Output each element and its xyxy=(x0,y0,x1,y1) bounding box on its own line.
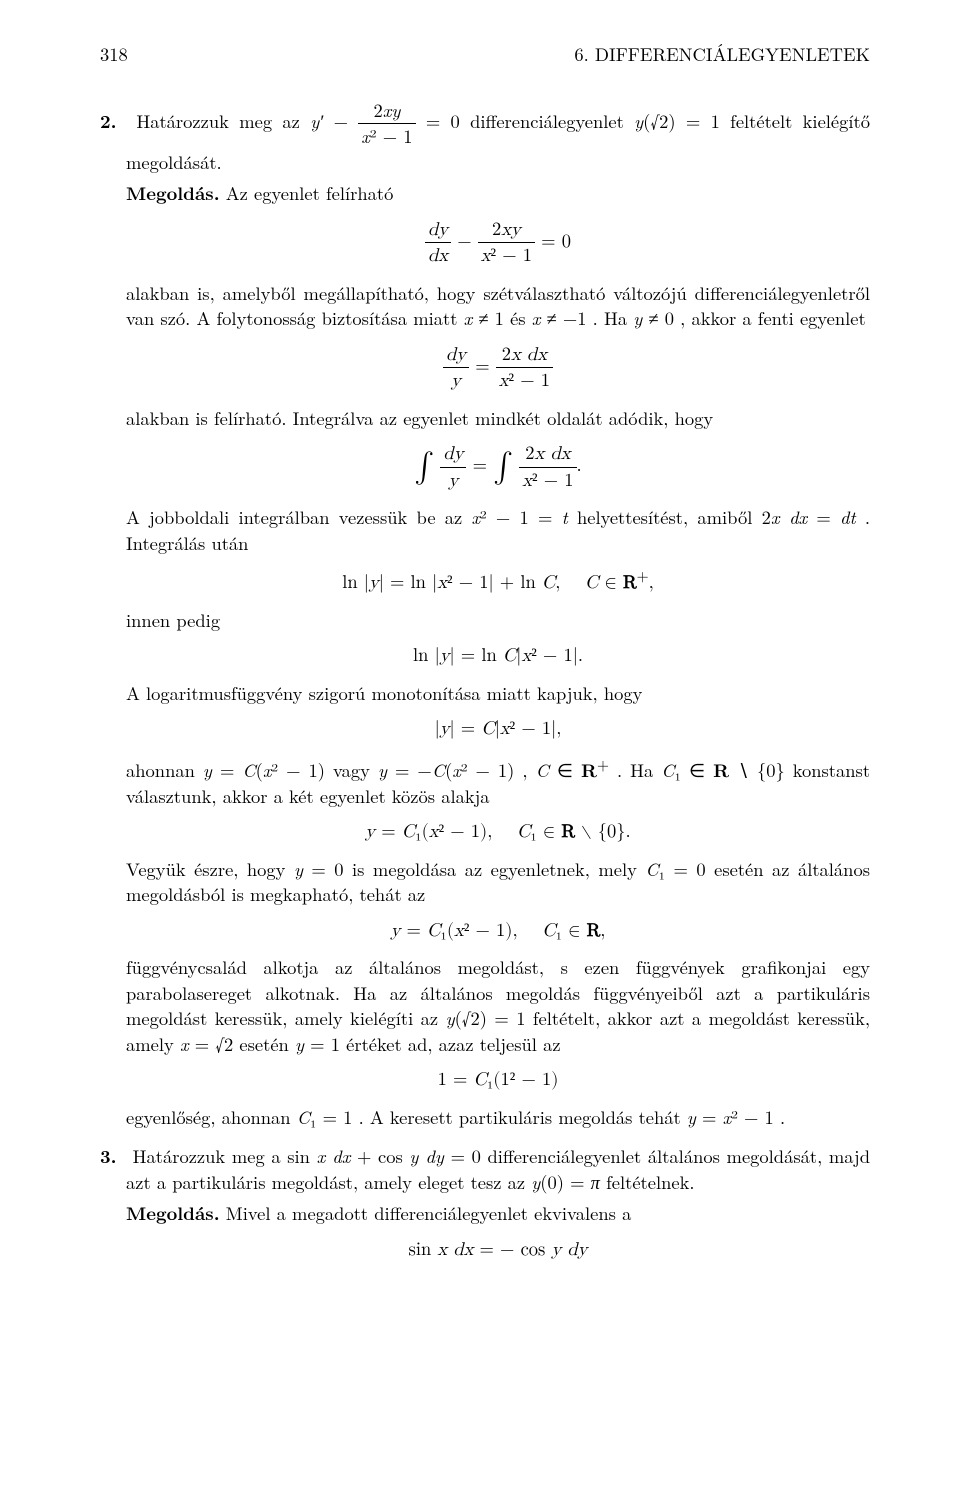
paragraph: innen pedig xyxy=(126,608,870,634)
problem-3: 3. Határozzuk meg a sin x dx + cos y dy … xyxy=(126,1144,870,1262)
chapter-title: 6. DIFFERENCIÁLEGYENLETEK xyxy=(574,42,870,68)
text: . xyxy=(780,1104,785,1130)
text: egyenlőség, ahonnan xyxy=(126,1104,297,1130)
math-inline: y = −C(x² − 1) xyxy=(378,757,514,783)
math-inline: x ≠ 1 xyxy=(464,305,504,331)
eq-display-1: dydx − 2xyx² − 1 = 0 xyxy=(126,217,870,269)
math-inline: 2x dx = dt xyxy=(762,504,856,530)
text: vagy xyxy=(333,757,378,783)
text: A jobboldali integrálban vezessük be az xyxy=(126,504,471,530)
eq-display-6: |y| = C|x² − 1|, xyxy=(126,716,870,742)
text: . A keresett partikuláris megoldás tehát xyxy=(359,1104,687,1130)
text: értéket ad, azaz teljesül az xyxy=(346,1031,560,1057)
math-inline: y = C(x² − 1) xyxy=(203,757,325,783)
paragraph: alakban is, amelyből megállapítható, hog… xyxy=(126,281,870,332)
solution-label: Megoldás. xyxy=(126,1200,220,1226)
paragraph: egyenlőség, ahonnan C₁ = 1 . A keresett … xyxy=(126,1105,870,1131)
text: innen pedig xyxy=(126,607,220,633)
text: helyettesítést, amiből xyxy=(577,504,762,530)
text: Az egyenlet felírható xyxy=(226,180,394,206)
problem-3-statement: 3. Határozzuk meg a sin x dx + cos y dy … xyxy=(126,1144,870,1195)
eq-display-5: ln |y| = ln C|x² − 1|. xyxy=(126,643,870,669)
text: A logaritmusfüggvény szigorú monotonítás… xyxy=(126,680,642,706)
page-number: 318 xyxy=(100,42,128,68)
problem-2-number: 2. xyxy=(100,109,126,135)
text: feltételnek. xyxy=(606,1169,694,1195)
math-inline: y ≠ 0 xyxy=(633,305,674,331)
eq-display-2: dyy = 2x dxx² − 1 xyxy=(126,342,870,394)
problem-3-number: 3. xyxy=(100,1144,126,1170)
math-inline: C₁ = 0 xyxy=(645,856,705,882)
text: és xyxy=(510,305,532,331)
text: Mivel a megadott differenciálegyenlet ek… xyxy=(226,1200,632,1226)
eq-display-p3-1: sin x dx = − cos y dy xyxy=(126,1237,870,1263)
text: is megoldása az egyenletnek, mely xyxy=(352,856,645,882)
text: Határozzuk meg az xyxy=(136,108,310,134)
math-inline: y(√2) = 1 xyxy=(446,1005,526,1031)
math-inline: x ≠ −1 xyxy=(532,305,587,331)
paragraph: alakban is felírható. Integrálva az egye… xyxy=(126,406,870,432)
eq-display-4: ln |y| = ln |x² − 1| + ln C, C ∈ R+, xyxy=(126,566,870,596)
solution-label: Megoldás. xyxy=(126,180,220,206)
math-inline: x = √2 xyxy=(180,1031,233,1057)
page-container: 318 6. DIFFERENCIÁLEGYENLETEK 2. Határoz… xyxy=(0,0,960,1485)
math-inline: C₁ ∈ R ∖ {0} xyxy=(661,757,784,783)
solution-label-row: Megoldás. Mivel a megadott differenciále… xyxy=(126,1201,870,1227)
math-inline: y = 1 xyxy=(295,1031,340,1057)
text: . Ha xyxy=(617,757,661,783)
text: , xyxy=(522,757,535,783)
text: Vegyük észre, hogy xyxy=(126,856,294,882)
math-inline: y = 0 xyxy=(294,856,344,882)
text: Határozzuk meg a xyxy=(133,1143,288,1169)
paragraph: A logaritmusfüggvény szigorú monotonítás… xyxy=(126,681,870,707)
eq-display-9: 1 = C₁(1² − 1) xyxy=(126,1067,870,1093)
paragraph: Vegyük észre, hogy y = 0 is megoldása az… xyxy=(126,857,870,908)
eq-display-8: y = C₁(x² − 1), C₁ ∈ R, xyxy=(126,918,870,944)
problem-2-statement: 2. Határozzuk meg az y′ − 2xyx² − 1 = 0 … xyxy=(126,98,870,176)
paragraph: ahonnan y = C(x² − 1) vagy y = −C(x² − 1… xyxy=(126,754,870,809)
math-inline: y′ − 2xyx² − 1 = 0 xyxy=(310,108,460,134)
paragraph: függvénycsalád alkotja az általános mego… xyxy=(126,955,870,1057)
text: , akkor a fenti egyenlet xyxy=(680,305,866,331)
solution-label-row: Megoldás. Az egyenlet felírható xyxy=(126,181,870,207)
paragraph: A jobboldali integrálban vezessük be az … xyxy=(126,505,870,556)
math-inline: x² − 1 = t xyxy=(471,504,567,530)
text: differenciálegyenlet xyxy=(470,108,634,134)
text: ahonnan xyxy=(126,757,203,783)
page-header: 318 6. DIFFERENCIÁLEGYENLETEK xyxy=(100,42,870,68)
text: . Ha xyxy=(593,305,634,331)
math-inline: y = x² − 1 xyxy=(687,1104,774,1130)
math-inline: C₁ = 1 xyxy=(297,1104,353,1130)
math-inline: sin x dx + cos y dy = 0 xyxy=(287,1143,481,1169)
text: esetén xyxy=(239,1031,295,1057)
problem-2: 2. Határozzuk meg az y′ − 2xyx² − 1 = 0 … xyxy=(126,98,870,1131)
eq-display-3: ∫ dyy = ∫ 2x dxx² − 1. xyxy=(126,441,870,493)
math-inline: C ∈ R+ xyxy=(536,757,609,783)
math-inline: y(0) = π xyxy=(531,1169,600,1195)
math-inline: y(√2) = 1 xyxy=(634,108,720,134)
eq-display-7: y = C₁(x² − 1), C₁ ∈ R ∖ {0}. xyxy=(126,819,870,845)
text: alakban is felírható. Integrálva az egye… xyxy=(126,405,713,431)
